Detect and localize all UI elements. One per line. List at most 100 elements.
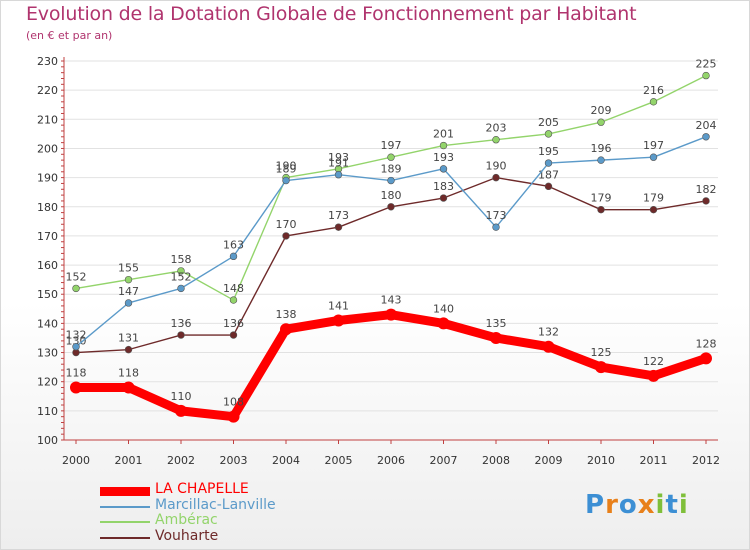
- data-label: 125: [591, 346, 612, 359]
- data-point: [177, 267, 185, 275]
- legend-swatch: [100, 486, 150, 496]
- data-label: 128: [696, 337, 717, 350]
- data-point: [332, 314, 345, 327]
- data-label: 152: [171, 270, 192, 283]
- y-tick-label: 200: [37, 142, 58, 155]
- data-label: 191: [328, 157, 349, 170]
- data-point: [124, 299, 133, 307]
- logo-letter: P: [585, 490, 606, 520]
- x-tick-label: 2001: [115, 454, 143, 467]
- x-tick-label: 2011: [640, 454, 668, 467]
- data-point: [492, 223, 500, 231]
- y-tick-label: 180: [37, 201, 58, 214]
- x-tick-label: 2010: [587, 454, 615, 467]
- x-tick-label: 2008: [482, 454, 510, 467]
- data-label: 130: [66, 335, 87, 348]
- data-label: 193: [328, 151, 349, 164]
- y-tick-label: 230: [37, 55, 58, 68]
- data-point: [544, 182, 553, 191]
- data-label: 216: [643, 84, 664, 97]
- data-point: [177, 331, 185, 339]
- data-point: [175, 404, 187, 417]
- data-label: 132: [66, 329, 87, 342]
- y-tick-label: 150: [37, 288, 58, 301]
- data-point: [597, 156, 605, 164]
- data-label: 136: [171, 317, 192, 330]
- data-point: [282, 232, 290, 240]
- data-point: [334, 171, 343, 179]
- data-point: [282, 176, 290, 185]
- data-point: [492, 173, 500, 182]
- data-point: [647, 369, 660, 382]
- data-label: 138: [276, 308, 297, 321]
- data-point: [597, 205, 605, 214]
- x-tick-label: 2009: [535, 454, 563, 467]
- x-tick-label: 2004: [272, 454, 300, 467]
- data-label: 108: [223, 396, 244, 409]
- data-label: 187: [538, 168, 559, 181]
- data-point: [229, 296, 238, 304]
- data-label: 132: [538, 326, 559, 339]
- legend-swatch: [100, 505, 150, 508]
- data-label: 136: [223, 317, 244, 330]
- data-label: 197: [381, 139, 402, 152]
- data-label: 148: [223, 282, 244, 295]
- legend-label: Vouharte: [155, 527, 219, 544]
- y-tick-label: 160: [37, 259, 58, 272]
- x-tick-label: 2002: [167, 454, 195, 467]
- data-point: [595, 361, 607, 374]
- data-label: 140: [433, 302, 454, 315]
- data-label: 193: [433, 151, 454, 164]
- logo-letter: t: [665, 490, 679, 520]
- y-tick-label: 210: [37, 113, 58, 126]
- y-tick-label: 190: [37, 172, 58, 185]
- data-label: 182: [696, 183, 717, 196]
- data-label: 155: [118, 262, 139, 275]
- data-point: [227, 410, 240, 423]
- data-point: [334, 223, 343, 231]
- logo-letter: i: [655, 490, 666, 520]
- data-label: 180: [381, 189, 402, 202]
- legend-swatch: [100, 536, 150, 539]
- data-label: 118: [118, 367, 139, 380]
- data-label: 201: [433, 128, 454, 141]
- data-label: 209: [591, 104, 612, 117]
- data-label: 179: [591, 192, 612, 205]
- data-label: 183: [433, 180, 454, 193]
- data-point: [124, 345, 133, 354]
- data-label: 189: [276, 163, 297, 176]
- data-label: 170: [276, 218, 297, 231]
- chart-title: Evolution de la Dotation Globale de Fonc…: [26, 3, 637, 25]
- data-point: [439, 194, 448, 202]
- data-label: 196: [591, 142, 612, 155]
- y-tick-label: 140: [37, 317, 58, 330]
- data-point: [544, 130, 553, 138]
- data-label: 195: [538, 145, 559, 158]
- data-label: 189: [381, 163, 402, 176]
- data-label: 203: [486, 122, 507, 135]
- data-point: [649, 205, 658, 214]
- data-label: 135: [486, 317, 507, 330]
- data-point: [542, 340, 555, 353]
- data-point: [280, 323, 292, 336]
- data-label: 147: [118, 285, 139, 298]
- logo-letter: o: [618, 490, 638, 520]
- data-label: 122: [643, 355, 664, 368]
- data-point: [385, 308, 397, 321]
- data-point: [439, 141, 448, 150]
- data-point: [649, 153, 658, 161]
- y-tick-label: 170: [37, 230, 58, 243]
- data-point: [649, 98, 658, 106]
- data-label: 179: [643, 192, 664, 205]
- data-label: 190: [486, 160, 507, 173]
- legend-label: Marcillac-Lanville: [155, 496, 276, 513]
- logo-letter: r: [605, 490, 619, 520]
- data-point: [492, 136, 500, 144]
- x-tick-label: 2003: [220, 454, 248, 467]
- logo-letter: x: [637, 490, 656, 520]
- x-tick-label: 2012: [692, 454, 720, 467]
- x-tick-label: 2006: [377, 454, 405, 467]
- data-point: [597, 118, 605, 126]
- data-point: [124, 275, 133, 284]
